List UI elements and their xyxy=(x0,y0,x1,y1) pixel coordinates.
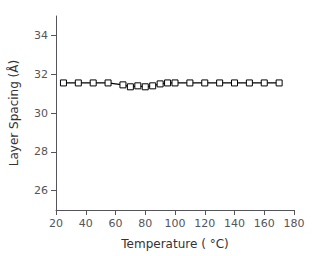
svg-text:Layer Spacing (Å): Layer Spacing (Å) xyxy=(6,60,21,166)
svg-text:120: 120 xyxy=(194,217,215,230)
svg-text:80: 80 xyxy=(138,217,152,230)
svg-text:26: 26 xyxy=(34,184,48,197)
svg-text:100: 100 xyxy=(165,217,186,230)
svg-text:140: 140 xyxy=(224,217,245,230)
svg-text:160: 160 xyxy=(254,217,275,230)
svg-text:40: 40 xyxy=(79,217,93,230)
svg-text:20: 20 xyxy=(49,217,63,230)
svg-text:Temperature ( °C): Temperature ( °C) xyxy=(120,237,228,251)
svg-text:32: 32 xyxy=(34,68,48,81)
svg-text:60: 60 xyxy=(109,217,123,230)
svg-text:180: 180 xyxy=(284,217,305,230)
svg-text:30: 30 xyxy=(34,107,48,120)
svg-text:34: 34 xyxy=(34,29,48,42)
svg-text:28: 28 xyxy=(34,145,48,158)
